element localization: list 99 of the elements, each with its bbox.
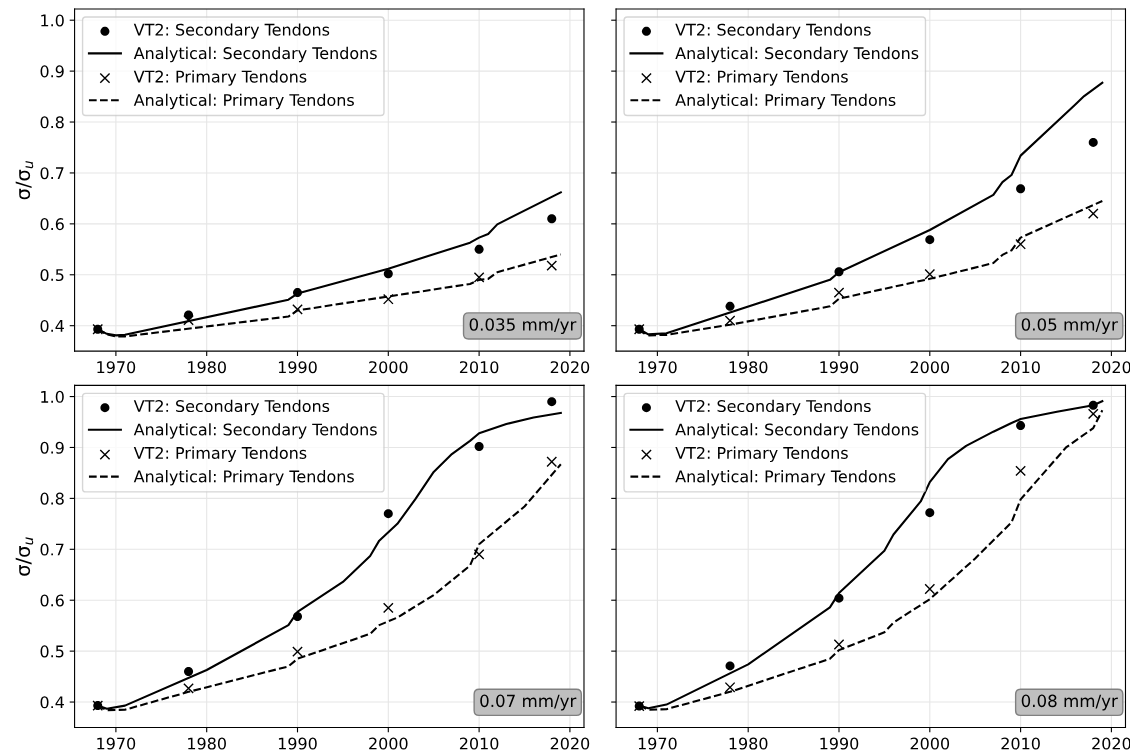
- point: [834, 593, 844, 603]
- x-tick-label: 1970: [97, 361, 136, 374]
- point: [1088, 137, 1098, 147]
- x-tick-label: 1990: [820, 737, 859, 750]
- legend-label: VT2: Secondary Tendons: [675, 23, 871, 39]
- point: [1015, 238, 1026, 250]
- legend-label: VT2: Primary Tendons: [675, 446, 848, 463]
- point: [833, 287, 845, 298]
- y-tick-label: 1.0: [41, 14, 64, 27]
- x-tick-label: 2000: [369, 737, 408, 750]
- legend-label: Analytical: Primary Tendons: [675, 470, 896, 486]
- x-tick-label: 1990: [278, 737, 317, 750]
- x-tick-label: 2000: [369, 361, 408, 374]
- point: [924, 268, 936, 280]
- legend-label: VT2: Primary Tendons: [133, 446, 307, 463]
- x-tick-label: 2020: [550, 737, 590, 750]
- legend-label: Analytical: Secondary Tendons: [675, 46, 919, 63]
- x-tick-label: 1990: [820, 361, 859, 374]
- point: [833, 639, 845, 650]
- point: [547, 214, 557, 224]
- legend-label: VT2: Secondary Tendons: [675, 399, 871, 416]
- x-tick-label: 2010: [1001, 737, 1040, 750]
- point: [547, 397, 557, 407]
- x-tick-label: 1980: [729, 737, 768, 750]
- x-tick-label: 1980: [729, 361, 768, 374]
- point: [382, 602, 394, 614]
- y-tick-label: 0.6: [40, 218, 64, 231]
- point: [1087, 208, 1099, 220]
- annotation: 0.035 mm/yr: [469, 318, 577, 335]
- point: [1087, 408, 1099, 420]
- annotation: 0.07 mm/yr: [480, 694, 577, 711]
- point: [383, 509, 393, 519]
- point: [474, 244, 484, 254]
- x-tick-label: 2010: [459, 737, 499, 750]
- point: [925, 508, 935, 518]
- legend-label: Analytical: Secondary Tendons: [133, 423, 377, 439]
- y-tick-label: 0.5: [40, 645, 64, 658]
- point: [292, 304, 303, 315]
- point: [383, 269, 393, 279]
- legend-label: VT2: Secondary Tendons: [133, 23, 330, 39]
- x-tick-label: 2020: [550, 361, 590, 374]
- point: [724, 681, 736, 693]
- point: [546, 456, 558, 468]
- y-tick-label: 0.8: [40, 492, 64, 505]
- point: [1016, 421, 1026, 431]
- point: [1015, 465, 1026, 477]
- x-tick-label: 1980: [188, 737, 226, 750]
- point: [925, 235, 935, 245]
- point: [1088, 400, 1098, 410]
- x-tick-label: 2000: [910, 737, 950, 750]
- x-tick-label: 2020: [1092, 737, 1130, 750]
- annotation: 0.05 mm/yr: [1021, 318, 1118, 335]
- x-tick-label: 1980: [188, 361, 226, 374]
- y-tick-label: 0.4: [40, 696, 64, 709]
- y-tick-label: 0.4: [40, 319, 64, 332]
- x-tick-label: 1970: [638, 361, 677, 374]
- point: [725, 661, 735, 671]
- x-tick-label: 2020: [1092, 361, 1130, 374]
- point: [474, 441, 484, 451]
- point: [546, 260, 558, 271]
- point: [382, 293, 394, 305]
- x-tick-label: 1990: [278, 361, 317, 374]
- point: [473, 549, 485, 560]
- point: [924, 583, 936, 595]
- point: [292, 646, 303, 657]
- x-tick-label: 2010: [459, 361, 499, 374]
- y-tick-label: 0.7: [40, 543, 64, 556]
- y-tick-label: 0.9: [40, 65, 64, 78]
- legend-label: Analytical: Primary Tendons: [133, 470, 354, 486]
- y-axis-title: σ/σ$_{u}$: [15, 537, 34, 576]
- legend-label: VT2: Secondary Tendons: [133, 399, 330, 416]
- point: [293, 612, 302, 622]
- y-tick-label: 0.9: [40, 441, 64, 454]
- legend-label: Analytical: Secondary Tendons: [133, 46, 377, 63]
- y-tick-label: 0.8: [40, 116, 64, 129]
- point: [184, 666, 194, 676]
- y-tick-label: 1.0: [41, 390, 64, 403]
- legend-label: VT2: Primary Tendons: [675, 70, 848, 86]
- x-tick-label: 2000: [910, 361, 950, 374]
- y-tick-label: 0.6: [40, 594, 64, 607]
- point: [834, 267, 844, 277]
- point: [473, 271, 485, 283]
- point: [724, 315, 736, 326]
- point: [1016, 184, 1026, 194]
- point: [293, 288, 302, 298]
- legend-label: VT2: Primary Tendons: [133, 70, 307, 86]
- y-axis-title: σ/σ$_{u}$: [15, 160, 34, 200]
- legend-label: Analytical: Secondary Tendons: [675, 423, 919, 439]
- legend-label: Analytical: Primary Tendons: [675, 93, 896, 110]
- x-tick-label: 1970: [97, 737, 136, 750]
- y-tick-label: 0.5: [40, 268, 64, 282]
- legend-label: Analytical: Primary Tendons: [133, 93, 354, 110]
- annotation: 0.08 mm/yr: [1021, 694, 1118, 711]
- point: [725, 301, 735, 311]
- y-tick-label: 0.7: [40, 167, 64, 180]
- point: [183, 314, 194, 326]
- x-tick-label: 2010: [1001, 361, 1040, 374]
- point: [183, 682, 194, 694]
- x-tick-label: 1970: [638, 737, 677, 750]
